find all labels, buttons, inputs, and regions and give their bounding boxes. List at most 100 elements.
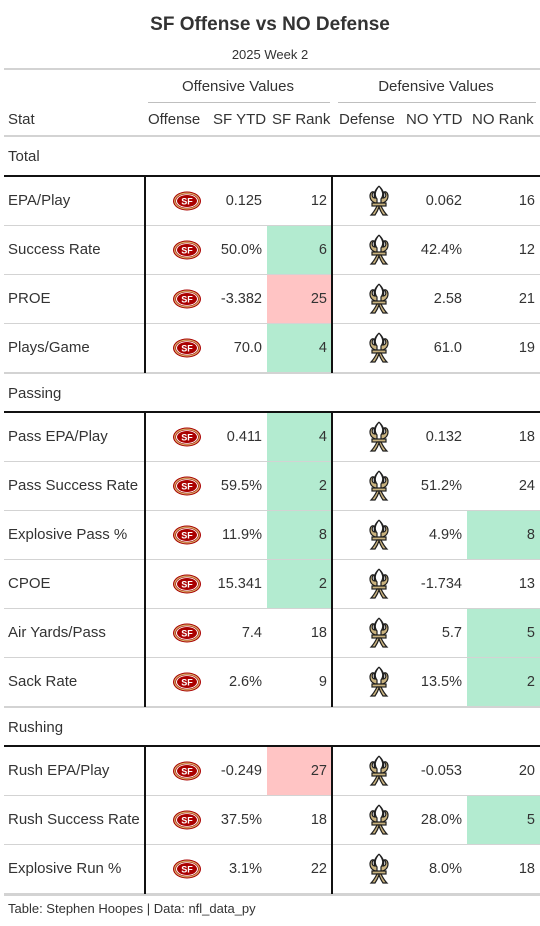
cell-stat: PROE [8, 290, 51, 307]
table-row: Air Yards/Pass SF 7.4 18 5.7 5 [4, 609, 540, 658]
cell-no-rank: 5 [526, 625, 535, 641]
col-header-sf-ytd: SF YTD [213, 111, 267, 128]
saints-fleur-de-lis-icon [367, 519, 391, 556]
svg-text:SF: SF [181, 816, 193, 826]
cell-no-ytd: 0.062 [425, 193, 462, 209]
column-divider [144, 745, 146, 894]
row-divider [4, 657, 540, 658]
group-top-rule [4, 175, 540, 177]
cell-sf-rank: 27 [310, 763, 327, 779]
cell-sf-rank: 8 [318, 527, 327, 543]
cell-sf-ytd: 59.5% [220, 478, 262, 494]
cell-no-ytd: 51.2% [420, 478, 462, 494]
cell-no-ytd: 13.5% [420, 674, 462, 690]
cell-stat: Plays/Game [8, 339, 90, 356]
sf-rank-highlight [267, 226, 331, 274]
saints-fleur-de-lis-icon [367, 421, 391, 458]
saints-fleur-de-lis-icon [367, 234, 391, 271]
saints-fleur-de-lis-icon [367, 666, 391, 703]
cell-stat: Rush Success Rate [8, 811, 140, 828]
sf-rank-highlight [267, 747, 331, 795]
sf-rank-highlight [267, 324, 331, 372]
table-row: Sack Rate SF 2.6% 9 13.5% 2 [4, 658, 540, 708]
cell-sf-rank: 2 [318, 478, 327, 494]
table-subtitle: 2025 Week 2 [231, 47, 309, 62]
table-row: EPA/Play SF 0.125 12 0.062 16 [4, 177, 540, 226]
svg-text:SF: SF [181, 197, 193, 207]
saints-fleur-de-lis-icon [367, 853, 391, 890]
cell-sf-rank: 2 [318, 576, 327, 592]
cell-no-ytd: 2.58 [433, 291, 462, 307]
column-divider [144, 411, 146, 707]
column-divider [144, 175, 146, 373]
table-row: PROE SF -3.382 25 2.58 21 [4, 275, 540, 324]
row-divider [4, 795, 540, 796]
column-divider [331, 175, 333, 373]
cell-no-ytd: 61.0 [433, 340, 462, 356]
cell-sf-rank: 4 [318, 429, 327, 445]
row-divider [4, 372, 540, 374]
col-header-defense: Defense [339, 111, 395, 128]
cell-stat: Air Yards/Pass [8, 624, 106, 641]
spanner-rule-defense [338, 102, 536, 103]
cell-no-rank: 12 [518, 242, 535, 258]
row-divider [4, 274, 540, 275]
svg-text:SF: SF [181, 865, 193, 875]
cell-no-rank: 13 [518, 576, 535, 592]
sf-49ers-logo-icon: SF [172, 622, 202, 649]
cell-no-rank: 20 [518, 763, 535, 779]
svg-text:SF: SF [181, 767, 193, 777]
no-rank-highlight [467, 511, 540, 559]
cell-stat: Rush EPA/Play [8, 762, 110, 779]
table-row: Explosive Pass % SF 11.9% 8 4.9% 8 [4, 511, 540, 560]
cell-no-ytd: -1.734 [420, 576, 462, 592]
cell-sf-rank: 22 [310, 861, 327, 877]
svg-text:SF: SF [181, 678, 193, 688]
table-row: Plays/Game SF 70.0 4 61.0 19 [4, 324, 540, 374]
cell-sf-rank: 4 [318, 340, 327, 356]
sf-49ers-logo-icon: SF [172, 671, 202, 698]
cell-stat: Pass EPA/Play [8, 428, 108, 445]
row-divider [4, 844, 540, 845]
svg-text:SF: SF [181, 531, 193, 541]
cell-no-rank: 19 [518, 340, 535, 356]
sf-49ers-logo-icon: SF [172, 573, 202, 600]
table-row: Success Rate SF 50.0% 6 42.4% 12 [4, 226, 540, 275]
cell-sf-ytd: 3.1% [228, 861, 262, 877]
cell-no-rank: 16 [518, 193, 535, 209]
footer-rule [4, 894, 540, 896]
no-rank-highlight [467, 658, 540, 706]
cell-no-rank: 18 [518, 429, 535, 445]
saints-fleur-de-lis-icon [367, 332, 391, 369]
sf-rank-highlight [267, 462, 331, 510]
col-header-offense: Offense [148, 111, 201, 128]
group-label-passing: Passing [8, 385, 62, 402]
table-source-note: Table: Stephen Hoopes | Data: nfl_data_p… [8, 901, 256, 916]
spanner-offensive-values: Offensive Values [181, 78, 294, 95]
saints-fleur-de-lis-icon [367, 617, 391, 654]
cell-stat: CPOE [8, 575, 51, 592]
saints-fleur-de-lis-icon [367, 568, 391, 605]
saints-fleur-de-lis-icon [367, 283, 391, 320]
sf-49ers-logo-icon: SF [172, 190, 202, 217]
saints-fleur-de-lis-icon [367, 755, 391, 792]
svg-text:SF: SF [181, 629, 193, 639]
group-label-total: Total [8, 148, 40, 165]
row-divider [4, 461, 540, 462]
cell-no-ytd: 4.9% [428, 527, 462, 543]
table-row: Pass EPA/Play SF 0.411 4 0.132 18 [4, 413, 540, 462]
group-top-rule [4, 745, 540, 747]
svg-text:SF: SF [181, 344, 193, 354]
cell-sf-rank: 25 [310, 291, 327, 307]
sf-49ers-logo-icon: SF [172, 239, 202, 266]
cell-sf-ytd: 70.0 [233, 340, 262, 356]
spanner-rule-offense [148, 102, 330, 103]
row-divider [4, 323, 540, 324]
row-divider [4, 559, 540, 560]
saints-fleur-de-lis-icon [367, 470, 391, 507]
svg-text:SF: SF [181, 433, 193, 443]
sf-49ers-logo-icon: SF [172, 858, 202, 885]
cell-no-ytd: 0.132 [425, 429, 462, 445]
cell-sf-ytd: 11.9% [221, 527, 262, 543]
